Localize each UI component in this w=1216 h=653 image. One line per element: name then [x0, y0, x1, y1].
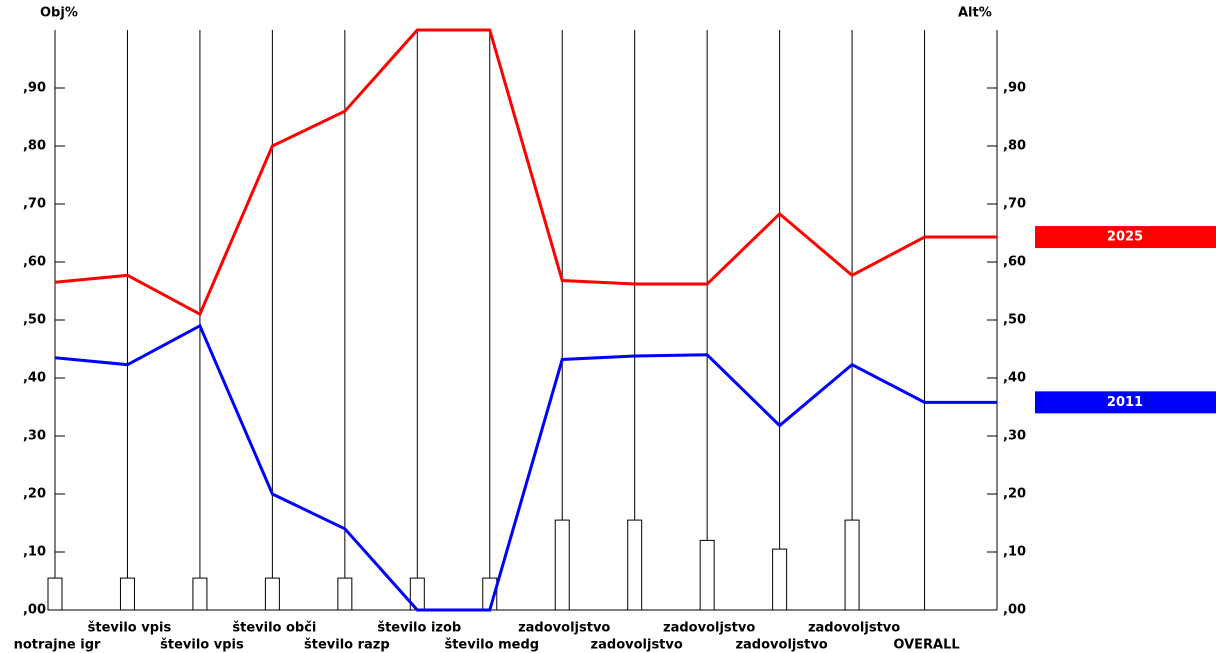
- weight-bar: [47, 577, 63, 611]
- y-tick-label: ,20: [23, 487, 46, 502]
- y2-tick-label: ,70: [1003, 197, 1026, 212]
- y-tick-label: ,70: [23, 197, 46, 212]
- y2-tick-label: ,50: [1003, 313, 1026, 328]
- x-tick-label: število izob: [377, 621, 461, 636]
- weight-bar: [119, 577, 135, 611]
- series-line: [54, 323, 926, 612]
- weight-bar: [844, 519, 860, 611]
- y-tick-label: ,90: [23, 81, 46, 96]
- x-tick-label: zadovoljstvo: [518, 621, 610, 636]
- weight-bar: [699, 539, 715, 611]
- y2-tick-label: ,20: [1003, 487, 1026, 502]
- x-tick-label: število medg: [444, 638, 539, 653]
- y-tick-label: ,80: [23, 139, 46, 154]
- y-tick-label: ,10: [23, 545, 46, 560]
- y2-axis-title: Alt%: [958, 6, 992, 21]
- y-axis-title: Obj%: [40, 6, 78, 21]
- y2-tick-label: ,00: [1003, 603, 1026, 618]
- weight-bar: [772, 548, 788, 611]
- x-tick-label: zadovoljstvo: [808, 621, 900, 636]
- x-tick-label: število vpis: [88, 621, 172, 636]
- legend-label: 2025: [1107, 230, 1143, 245]
- legend-swatch: [1035, 226, 1216, 249]
- y2-tick-label: ,90: [1003, 81, 1026, 96]
- weight-bar: [264, 577, 280, 611]
- y-tick-label: ,30: [23, 429, 46, 444]
- y2-tick-label: ,30: [1003, 429, 1026, 444]
- x-tick-label: OVERALL: [893, 638, 959, 653]
- y2-tick-label: ,10: [1003, 545, 1026, 560]
- y-tick-label: ,40: [23, 371, 46, 386]
- x-tick-label: zadovoljstvo: [591, 638, 683, 653]
- legend-label: 2011: [1107, 395, 1143, 410]
- x-tick-label: število obči: [232, 621, 316, 636]
- x-tick-label: notrajne igr: [14, 638, 101, 653]
- y-tick-label: ,60: [23, 255, 46, 270]
- y2-tick-label: ,80: [1003, 139, 1026, 154]
- weight-bar: [337, 577, 353, 611]
- x-tick-label: število razp: [304, 638, 390, 653]
- series-line: [54, 28, 926, 317]
- weight-bar: [627, 519, 643, 611]
- x-tick-label: število vpis: [160, 638, 244, 653]
- x-tick-label: zadovoljstvo: [735, 638, 827, 653]
- legend-swatch: [1035, 391, 1216, 414]
- x-tick-label: zadovoljstvo: [663, 621, 755, 636]
- weight-bar: [192, 577, 208, 611]
- y-tick-label: ,00: [23, 603, 46, 618]
- y2-tick-label: ,40: [1003, 371, 1026, 386]
- weight-bar: [554, 519, 570, 611]
- y2-tick-label: ,60: [1003, 255, 1026, 270]
- y-tick-label: ,50: [23, 313, 46, 328]
